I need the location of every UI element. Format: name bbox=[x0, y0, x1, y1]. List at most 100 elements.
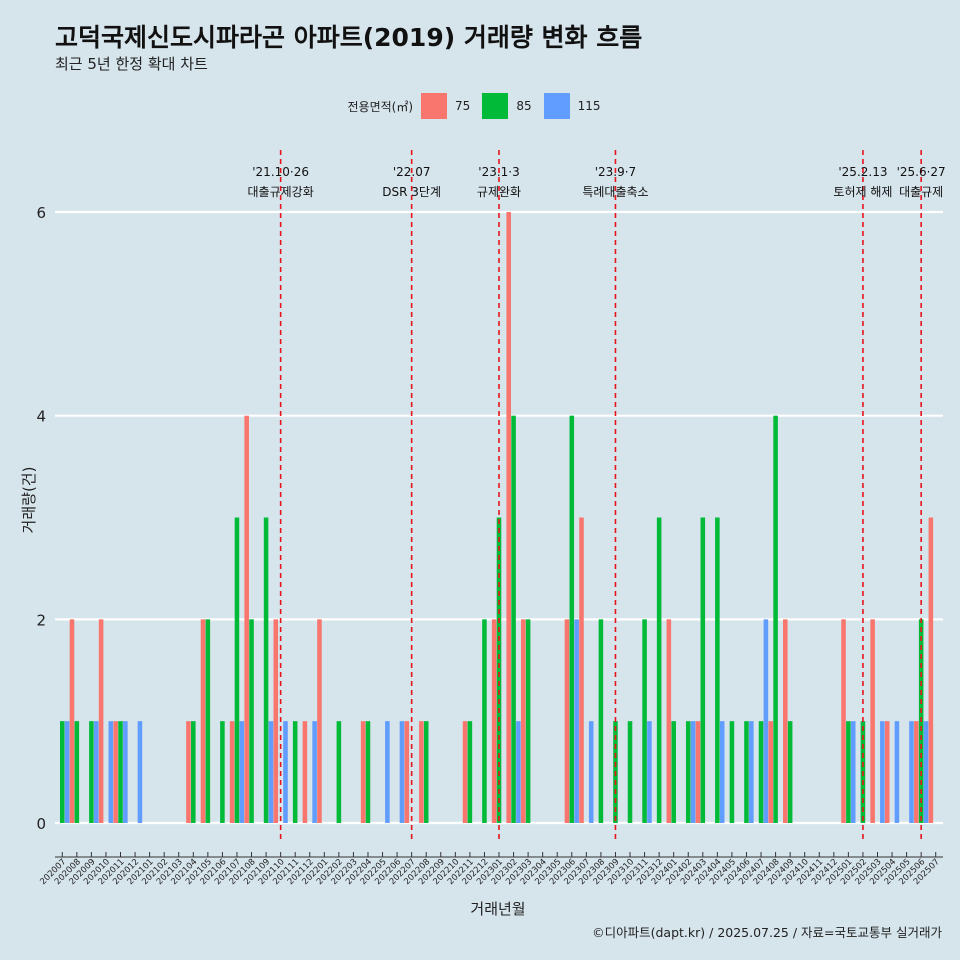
bar-85-202204 bbox=[365, 721, 371, 823]
bar-115-202205 bbox=[385, 721, 390, 823]
bar-75-202112 bbox=[302, 721, 308, 823]
bar-85-202306 bbox=[569, 415, 575, 823]
bar-115-202302 bbox=[516, 721, 521, 823]
event-date-202207: '22.07 bbox=[393, 165, 431, 179]
bar-85-202404 bbox=[715, 517, 720, 823]
bar-85-202007 bbox=[60, 721, 65, 823]
bar-115-202505 bbox=[909, 721, 914, 823]
event-date-202502: '25.2.13 bbox=[838, 165, 887, 179]
event-date-202301: '23.1·3 bbox=[478, 165, 519, 179]
y-tick-label-6: 6 bbox=[36, 204, 46, 222]
bar-75-202401 bbox=[666, 619, 672, 823]
bar-75-202506 bbox=[914, 721, 919, 823]
bar-75-202108 bbox=[244, 415, 249, 823]
bar-85-202208 bbox=[423, 721, 429, 823]
source-caption: ©디아파트(dapt.kr) / 2025.07.25 / 자료=국토교통부 실… bbox=[592, 925, 942, 940]
bar-115-202503 bbox=[880, 721, 885, 823]
bar-75-202010 bbox=[98, 619, 104, 823]
legend-label-85: 85 bbox=[516, 99, 532, 113]
bar-75-202107 bbox=[229, 721, 235, 823]
bar-85-202106 bbox=[220, 721, 225, 823]
legend-title: 전용면적(㎡) bbox=[347, 99, 414, 114]
y-axis-label: 거래량(건) bbox=[20, 467, 38, 534]
event-label-202506: 대출규제 bbox=[899, 185, 943, 199]
bar-85-202105 bbox=[205, 619, 211, 823]
event-label-202301: 규제완화 bbox=[477, 185, 521, 199]
bar-75-202302 bbox=[506, 212, 511, 823]
bar-115-202011 bbox=[123, 721, 128, 823]
y-tick-label-2: 2 bbox=[36, 611, 46, 629]
bar-75-202301 bbox=[491, 619, 497, 823]
bar-75-202204 bbox=[360, 721, 366, 823]
bar-85-202009 bbox=[89, 721, 94, 823]
legend: 전용면적(㎡) 75 85 115 bbox=[0, 93, 960, 119]
legend-item-115: 115 bbox=[543, 93, 601, 119]
bar-75-202105 bbox=[200, 619, 206, 823]
chart-title: 고덕국제신도시파라곤 아파트(2019) 거래량 변화 흐름 bbox=[55, 23, 643, 52]
bar-85-202311 bbox=[642, 619, 647, 823]
event-label-202110: 대출규제강화 bbox=[248, 185, 314, 199]
bar-85-202312 bbox=[656, 517, 662, 823]
bar-layer bbox=[60, 212, 934, 823]
event-date-202309: '23.9·7 bbox=[595, 165, 636, 179]
bar-85-202402 bbox=[685, 721, 691, 823]
bar-115-202107 bbox=[239, 721, 245, 823]
bar-75-202104 bbox=[186, 721, 191, 823]
bar-115-202504 bbox=[894, 721, 900, 823]
legend-label-115: 115 bbox=[577, 99, 601, 113]
chart-subtitle: 최근 5년 한정 확대 차트 bbox=[55, 55, 208, 73]
legend-label-75: 75 bbox=[455, 99, 471, 113]
bar-85-202408 bbox=[773, 415, 778, 823]
bar-75-202403 bbox=[695, 721, 701, 823]
bar-85-202409 bbox=[787, 721, 793, 823]
bar-115-202402 bbox=[690, 721, 696, 823]
bar-85-202202 bbox=[336, 721, 342, 823]
bar-85-202401 bbox=[671, 721, 676, 823]
bar-75-202110 bbox=[273, 619, 279, 823]
bar-115-202012 bbox=[137, 721, 143, 823]
bar-75-202507 bbox=[928, 517, 934, 823]
bar-85-202406 bbox=[744, 721, 749, 823]
bar-75-202501 bbox=[841, 619, 846, 823]
bar-85-202308 bbox=[598, 619, 604, 823]
event-date-202506: '25.6·27 bbox=[897, 165, 946, 179]
bar-75-202201 bbox=[317, 619, 322, 823]
bar-115-202206 bbox=[399, 721, 405, 823]
bar-85-202302 bbox=[511, 415, 516, 823]
bar-75-202208 bbox=[419, 721, 424, 823]
bar-75-202211 bbox=[462, 721, 468, 823]
bar-85-202303 bbox=[525, 619, 531, 823]
bar-85-202107 bbox=[234, 517, 240, 823]
bar-115-202311 bbox=[647, 721, 652, 823]
bar-115-202506 bbox=[923, 721, 929, 823]
event-label-202207: DSR 3단계 bbox=[382, 185, 441, 199]
legend-item-85: 85 bbox=[482, 93, 532, 119]
x-axis-label: 거래년월 bbox=[470, 900, 525, 918]
legend-item-75: 75 bbox=[421, 93, 470, 119]
bar-75-202207 bbox=[404, 721, 410, 823]
bar-115-202306 bbox=[574, 619, 579, 823]
bar-85-202301 bbox=[496, 517, 502, 823]
bar-115-202007 bbox=[64, 721, 70, 823]
axis-layer: 0246202007202008202009202010202011202012… bbox=[36, 204, 943, 887]
bar-115-202109 bbox=[268, 721, 274, 823]
legend-key-75 bbox=[421, 93, 448, 119]
y-tick-label-4: 4 bbox=[36, 408, 46, 426]
legend-key-115 bbox=[543, 93, 570, 119]
event-label-202309: 특례대출축소 bbox=[582, 185, 648, 199]
bar-75-202504 bbox=[884, 721, 890, 823]
bar-115-202407 bbox=[763, 619, 769, 823]
bar-75-202306 bbox=[564, 619, 570, 823]
bar-115-202110 bbox=[283, 721, 288, 823]
event-date-202110: '21.10·26 bbox=[252, 165, 309, 179]
bar-85-202109 bbox=[263, 517, 269, 823]
bar-75-202408 bbox=[768, 721, 774, 823]
bar-115-202404 bbox=[719, 721, 725, 823]
legend-key-85 bbox=[482, 93, 509, 119]
bar-85-202501 bbox=[846, 721, 851, 823]
bar-85-202111 bbox=[292, 721, 298, 823]
event-label-202502: 토허제 해제 bbox=[833, 185, 892, 199]
bar-75-202409 bbox=[783, 619, 788, 823]
bar-85-202405 bbox=[729, 721, 735, 823]
